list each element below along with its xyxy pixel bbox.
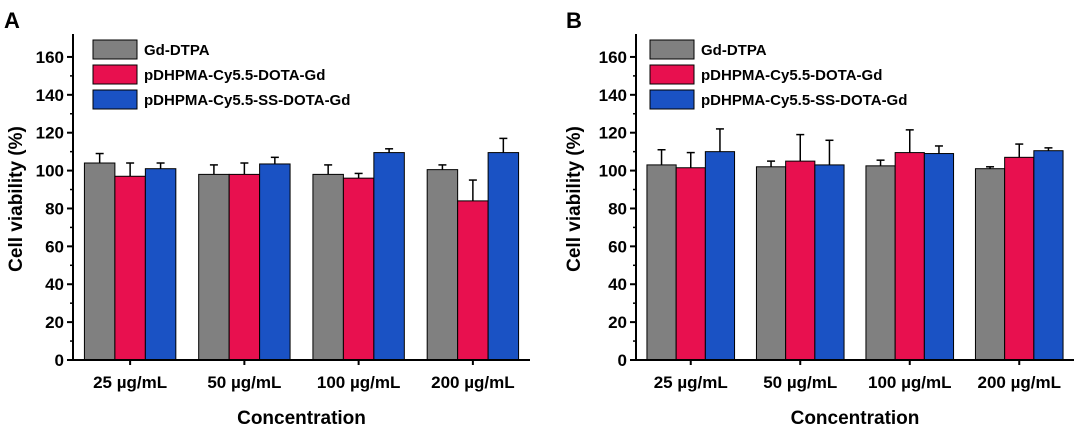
panel-b-bar-s2-c0 xyxy=(704,151,736,361)
panel-a-label: A xyxy=(4,8,20,33)
panel-a-ytick-label-2: 40 xyxy=(45,275,64,294)
panel-a-xtick-label-2: 100 µg/mL xyxy=(317,373,401,392)
panel-b-xtick-label-2: 100 µg/mL xyxy=(868,373,952,392)
panel-b-ytick-label-8: 160 xyxy=(599,48,627,67)
panel-a-legend-swatch-2 xyxy=(92,89,138,110)
panel-a-bar-s0-c0 xyxy=(83,162,116,361)
panel-b-ytick-label-7: 140 xyxy=(599,86,627,105)
panel-a-legend-swatch-1 xyxy=(92,64,138,85)
panel-a-ytick-label-0: 0 xyxy=(55,351,64,370)
panel-a-ytick-label-8: 160 xyxy=(36,48,64,67)
panel-a-ytick-label-1: 20 xyxy=(45,313,64,332)
panel-a-legend-label-0: Gd-DTPA xyxy=(144,42,210,59)
panel-a-bar-s2-c1 xyxy=(259,163,291,361)
panel-a-legend-label-2: pDHPMA-Cy5.5-SS-DOTA-Gd xyxy=(144,92,350,109)
panel-b-bar-s2-c1 xyxy=(814,164,845,361)
panel-a-ytick-label-6: 120 xyxy=(36,124,64,143)
panel-b-legend-swatch-0 xyxy=(649,39,695,60)
panel-a-bar-s1-c1 xyxy=(228,173,261,361)
panel-a-y-axis-title: Cell viability (%) xyxy=(6,126,27,272)
panel-b-bar-s1-c2 xyxy=(894,152,925,361)
panel-a-bar-s2-c0 xyxy=(144,168,177,361)
panel-b-ytick-label-2: 40 xyxy=(608,275,627,294)
panel-b-bar-s2-c3 xyxy=(1033,150,1064,361)
panel-b-legend-label-1: pDHPMA-Cy5.5-DOTA-Gd xyxy=(701,67,882,84)
panel-b-y-axis-title: Cell viability (%) xyxy=(564,126,585,272)
panel-a-xtick-label-1: 50 µg/mL xyxy=(207,373,281,392)
panel-a-bar-s1-c2 xyxy=(342,177,375,361)
panel-a-x-axis-title: Concentration xyxy=(237,408,366,429)
panel-a-bar-s0-c1 xyxy=(198,173,230,361)
panel-b-legend-label-0: Gd-DTPA xyxy=(701,42,767,59)
panel-a-legend-label-1: pDHPMA-Cy5.5-DOTA-Gd xyxy=(144,67,325,84)
panel-a-bar-s0-c3 xyxy=(426,169,459,361)
panel-b-bar-s1-c3 xyxy=(1004,156,1035,361)
panel-b-ytick-label-6: 120 xyxy=(599,124,627,143)
panel-a-ytick-label-3: 60 xyxy=(45,237,64,256)
panel-b-legend-swatch-2 xyxy=(649,89,695,110)
panel-b-xtick-label-0: 25 µg/mL xyxy=(654,373,728,392)
panel-b-x-axis-title: Concentration xyxy=(791,408,920,429)
panel-a-xtick-label-0: 25 µg/mL xyxy=(93,373,167,392)
panel-a-ytick-label-7: 140 xyxy=(36,86,64,105)
panel-b-ytick-label-1: 20 xyxy=(608,313,627,332)
panel-b-ytick-label-5: 100 xyxy=(599,162,627,181)
panel-b-legend-swatch-1 xyxy=(649,64,695,85)
panel-b-label: B xyxy=(566,8,582,33)
panel-b-bar-s2-c2 xyxy=(923,153,955,361)
panel-a-xtick-label-3: 200 µg/mL xyxy=(431,373,515,392)
panel-b-ytick-label-4: 80 xyxy=(608,199,627,218)
panel-a-ytick-label-4: 80 xyxy=(45,199,64,218)
panel-b-bar-s0-c0 xyxy=(646,164,677,361)
panel-b-bar-s0-c1 xyxy=(755,166,787,361)
panel-a-bar-s1-c0 xyxy=(114,175,146,361)
panel-b-bar-s0-c2 xyxy=(865,165,896,361)
panel-b-bar-s0-c3 xyxy=(974,168,1006,361)
panel-a-ytick-label-5: 100 xyxy=(36,162,64,181)
panel-b-xtick-label-1: 50 µg/mL xyxy=(763,373,837,392)
panel-b-ytick-label-0: 0 xyxy=(618,351,627,370)
panel-a-legend-swatch-0 xyxy=(92,39,138,60)
panel-a-bar-s1-c3 xyxy=(457,200,489,361)
panel-a-bar-s0-c2 xyxy=(312,173,344,361)
panel-a-bar-s2-c3 xyxy=(487,152,520,361)
panel-b-bar-s1-c1 xyxy=(785,160,816,361)
panel-b-ytick-label-3: 60 xyxy=(608,237,627,256)
panel-b-bar-s1-c0 xyxy=(675,167,706,361)
panel-a-bar-s2-c2 xyxy=(373,152,405,361)
panel-b-xtick-label-3: 200 µg/mL xyxy=(978,373,1062,392)
panel-b-legend-label-2: pDHPMA-Cy5.5-SS-DOTA-Gd xyxy=(701,92,907,109)
